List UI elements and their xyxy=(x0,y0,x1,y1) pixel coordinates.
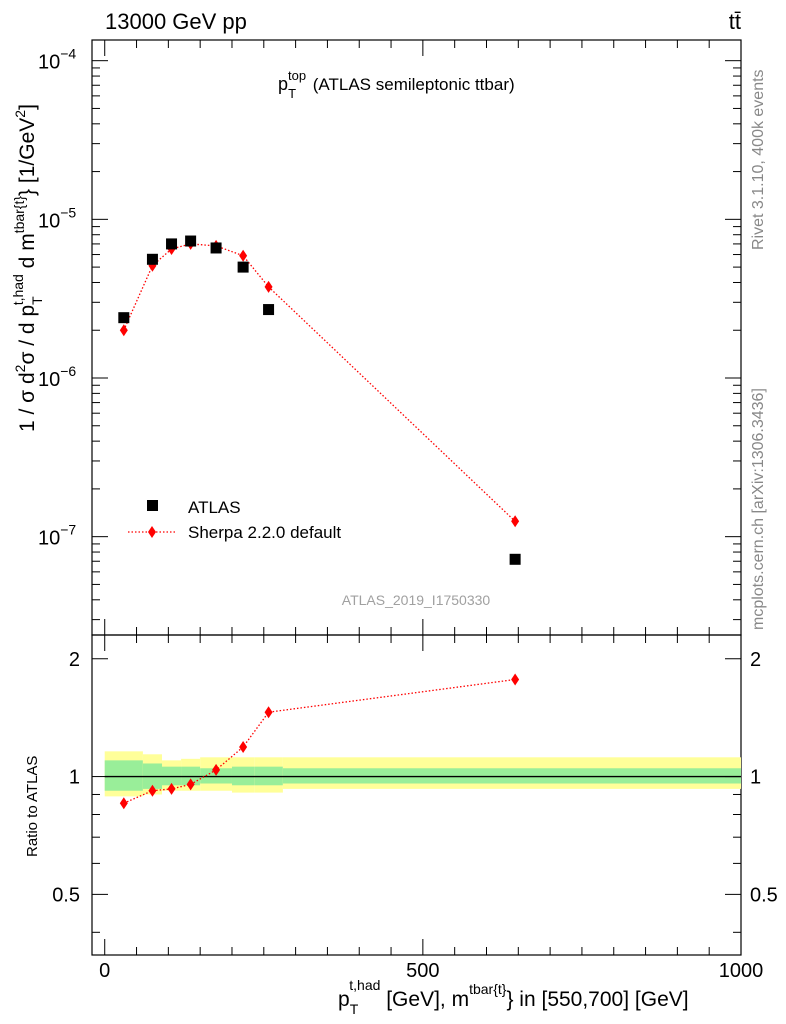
analysis-watermark: ATLAS_2019_I1750330 xyxy=(342,592,491,608)
title-sub: T xyxy=(288,86,296,101)
x-axis-label: pTt,had [GeV], mtbar{t}} in [550,700] [G… xyxy=(338,977,689,1017)
main-axis-ticks: 10−7 10−6 10−5 10−4 xyxy=(38,40,742,635)
x-tick-label: 1000 xyxy=(719,960,764,982)
main-y-tick-label: 10−4 xyxy=(38,46,76,74)
main-sherpa-point xyxy=(264,280,273,293)
main-atlas-point xyxy=(509,553,521,565)
main-sherpa-point xyxy=(119,324,128,337)
ratio-inner-band xyxy=(104,760,143,791)
x-tick-label: 500 xyxy=(406,960,439,982)
legend-sherpa-marker xyxy=(148,526,156,538)
main-atlas-point xyxy=(263,304,275,316)
title-rest: (ATLAS semileptonic ttbar) xyxy=(308,75,515,94)
ratio-y-tick-label-left: 1 xyxy=(69,767,80,789)
main-y-tick-label: 10−7 xyxy=(38,522,76,550)
main-y-tick-label: 10−5 xyxy=(38,204,76,232)
legend-atlas-marker xyxy=(147,500,158,511)
legend-atlas-label: ATLAS xyxy=(188,498,241,517)
main-sherpa-point xyxy=(239,249,248,262)
ratio-sherpa-point xyxy=(511,673,520,686)
ratio-sherpa-point xyxy=(239,741,248,753)
ratio-sherpa-point xyxy=(186,778,195,791)
main-plot-title: ptop T (ATLAS semileptonic ttbar) xyxy=(278,68,515,101)
ratio-sherpa-point xyxy=(264,706,273,719)
ratio-y-axis-label: Ratio to ATLAS xyxy=(24,756,41,857)
rivet-label: Rivet 3.1.10, 400k events xyxy=(750,69,767,250)
ratio-sherpa-point xyxy=(167,782,176,795)
main-atlas-series xyxy=(118,235,521,565)
main-sherpa-series xyxy=(119,237,520,528)
main-atlas-point xyxy=(185,235,197,247)
ratio-sherpa-series xyxy=(119,673,520,810)
main-panel-frame xyxy=(91,39,742,636)
main-atlas-point xyxy=(118,312,130,324)
ratio-sherpa-point xyxy=(212,763,221,776)
ratio-sherpa-point xyxy=(119,797,128,810)
ratio-y-tick-label-right: 0.5 xyxy=(750,884,778,906)
ratio-axis-ticks: 0.5 0.5 1 1 2 2 0 500 1000 xyxy=(52,635,778,982)
title-sup: top xyxy=(288,68,306,83)
ratio-y-tick-label-right: 1 xyxy=(750,767,761,789)
ratio-inner-band xyxy=(282,768,741,784)
main-atlas-point xyxy=(210,242,222,254)
legend-sherpa-label: Sherpa 2.2.0 default xyxy=(188,523,341,542)
main-atlas-point xyxy=(237,261,249,273)
legend: ATLAS Sherpa 2.2.0 default xyxy=(128,498,341,542)
ratio-panel-frame xyxy=(91,634,742,956)
ratio-uncertainty-bands xyxy=(104,751,741,797)
main-y-tick-label: 10−6 xyxy=(38,363,76,391)
ratio-y-tick-label-left: 0.5 xyxy=(52,884,80,906)
main-atlas-point xyxy=(146,253,158,265)
x-tick-label: 0 xyxy=(99,960,110,982)
mcplots-label: mcplots.cern.ch [arXiv:1306.3436] xyxy=(750,388,767,630)
main-atlas-point xyxy=(166,238,178,250)
ratio-sherpa-point xyxy=(148,784,157,797)
main-sherpa-point xyxy=(511,515,520,528)
ratio-sherpa-line xyxy=(123,678,516,804)
main-sherpa-line xyxy=(123,243,516,522)
ratio-y-tick-label-left: 2 xyxy=(69,649,80,671)
process-label: tt̄ xyxy=(729,9,741,34)
ratio-y-tick-label-right: 2 xyxy=(750,649,761,671)
energy-label: 13000 GeV pp xyxy=(105,9,247,34)
main-y-axis-label: 1 / σ d2σ / d pTt,had d mtbar{t}} [1/GeV… xyxy=(10,104,45,432)
title-main: p xyxy=(278,74,288,94)
